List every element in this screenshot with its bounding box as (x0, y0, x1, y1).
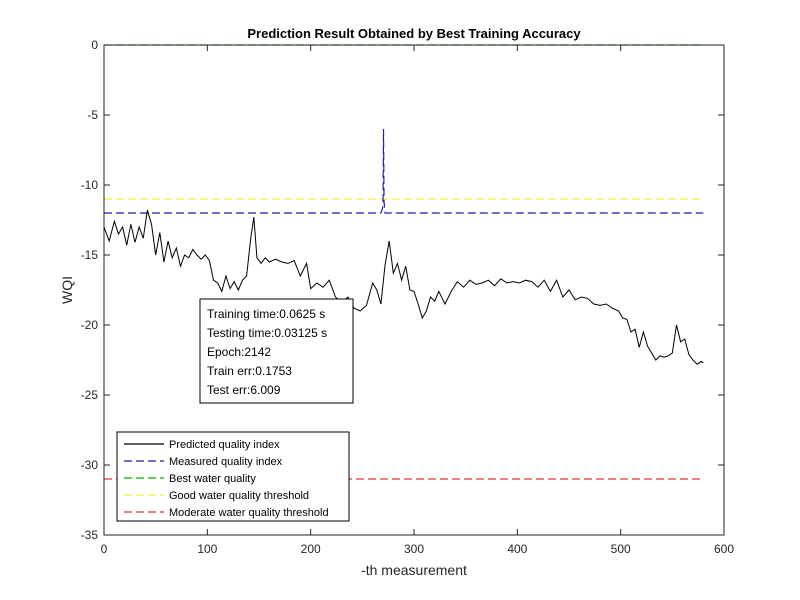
y-tick-label: -15 (81, 248, 99, 262)
y-tick-label: -30 (81, 458, 99, 472)
x-tick-label: 0 (101, 542, 108, 556)
x-tick-label: 100 (197, 542, 217, 556)
legend-label-measured-quality-index: Measured quality index (169, 456, 283, 468)
legend: Predicted quality index Measured quality … (116, 431, 350, 522)
y-tick-label: -25 (81, 388, 99, 402)
x-tick-label: 600 (714, 542, 734, 556)
y-tick-label: -20 (81, 318, 99, 332)
chart-title: Prediction Result Obtained by Best Train… (247, 26, 581, 41)
info-testing-time: Testing time:0.03125 s (207, 326, 327, 340)
x-axis-label: -th measurement (361, 562, 467, 578)
series-measured-quality-index (104, 128, 704, 214)
x-tick-label: 200 (301, 542, 321, 556)
x-tick-label: 300 (404, 542, 424, 556)
legend-label-good-water-quality-threshold: Good water quality threshold (169, 490, 309, 502)
y-axis-label: WQI (59, 276, 75, 304)
info-train-error: Train err:0.1753 (207, 364, 292, 378)
y-tick-label: -35 (81, 528, 99, 542)
series-predicted-quality-index (103, 210, 704, 365)
y-tick-label: -10 (81, 178, 99, 192)
y-tick-label: -5 (87, 108, 98, 122)
x-axis: 0 100 200 300 400 500 600 (101, 45, 734, 556)
x-tick-label: 400 (507, 542, 527, 556)
info-training-time: Training time:0.0625 s (207, 307, 325, 321)
y-tick-label: 0 (91, 38, 98, 52)
legend-label-predicted-quality-index: Predicted quality index (169, 439, 280, 451)
y-axis: 0 -5 -10 -15 -20 -25 -30 -35 (81, 38, 724, 542)
info-epoch: Epoch:2142 (207, 345, 271, 359)
legend-label-moderate-water-quality-threshold: Moderate water quality threshold (169, 507, 329, 519)
x-tick-label: 500 (611, 542, 631, 556)
legend-label-best-water-quality: Best water quality (169, 473, 256, 485)
info-test-error: Test err:6.009 (207, 383, 281, 397)
info-annotation-box: Training time:0.0625 s Testing time:0.03… (199, 298, 354, 404)
legend-frame (116, 431, 350, 522)
info-box-frame (199, 298, 354, 404)
